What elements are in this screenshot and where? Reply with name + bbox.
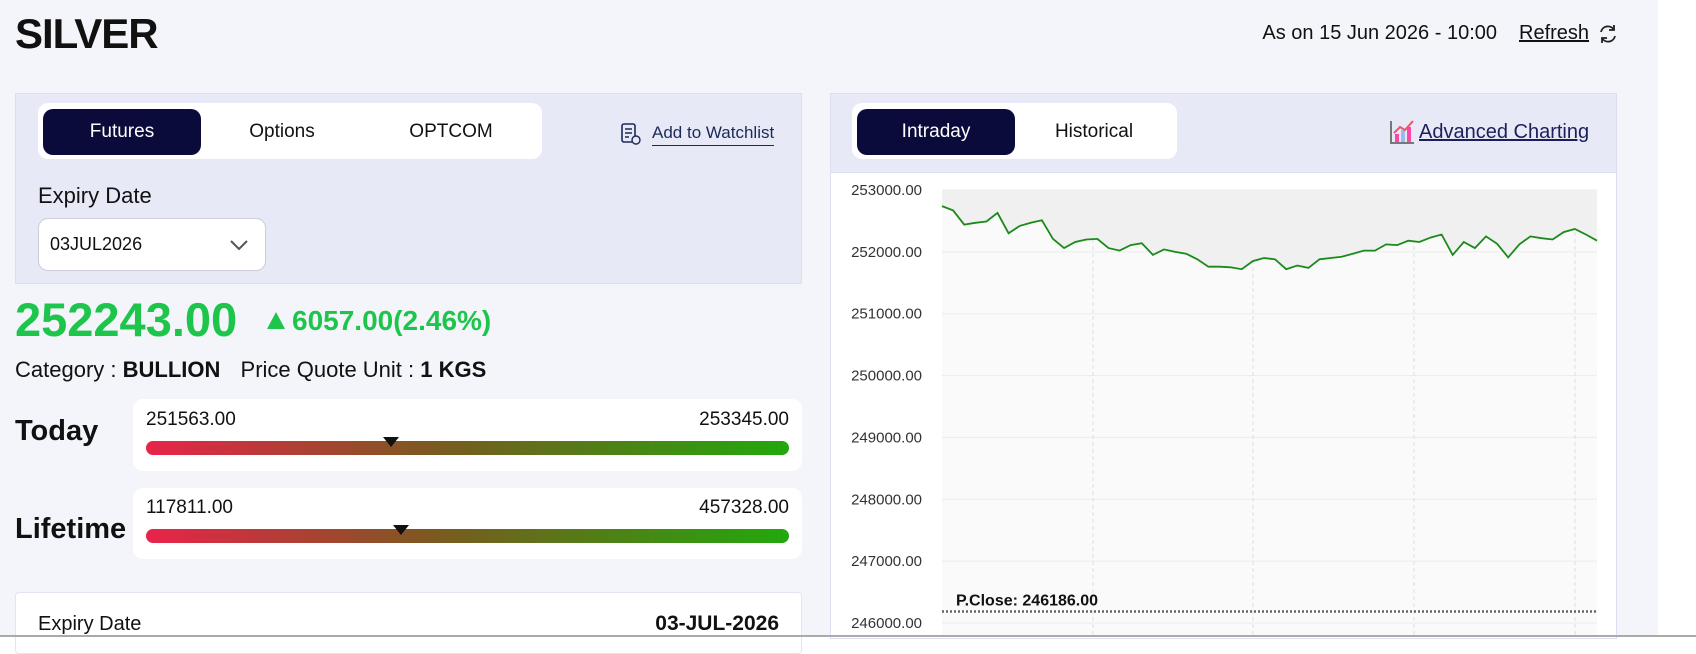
tab[interactable]: Intraday	[857, 109, 1015, 155]
line-shade	[942, 190, 1597, 270]
expiry-select[interactable]: 03JUL2026	[38, 218, 266, 271]
y-tick-label: 247000.00	[851, 553, 922, 570]
advanced-icon[interactable]	[1388, 118, 1416, 146]
category-row: Category : BULLION Price Quote Unit : 1 …	[15, 357, 486, 383]
category: BULLION	[122, 357, 221, 382]
tab[interactable]: Futures	[43, 109, 201, 155]
range-marker	[392, 525, 409, 535]
expiry-value: 03JUL2026	[50, 234, 143, 254]
price-line	[941, 205, 1598, 271]
y-tick-label: 249000.00	[851, 429, 922, 446]
range-marker	[383, 437, 400, 447]
category-label: Category :	[15, 357, 117, 382]
bottom-border	[0, 635, 1696, 637]
contract-tabs: Futures Options OPTCOM	[38, 103, 542, 159]
up-arrow	[267, 312, 285, 329]
price-change: 6057.00(2.46%)	[292, 305, 492, 336]
price: 252243.00	[15, 293, 238, 346]
advanced-link[interactable]: Advanced Charting	[1419, 121, 1590, 143]
refresh-icon[interactable]	[1597, 23, 1619, 45]
detail-label: Expiry Date	[38, 613, 142, 635]
details-card: Expiry Date 03-JUL-2026	[15, 592, 802, 654]
range-high: 253345.00	[699, 409, 789, 430]
watchlist-link[interactable]: Add to Watchlist	[652, 123, 775, 146]
range-card: 251563.00 253345.00	[133, 399, 802, 471]
range-label: Today	[15, 415, 99, 447]
unit-label: Price Quote Unit :	[240, 357, 415, 382]
timestamp: As on 15 Jun 2026 - 10:00	[1262, 22, 1497, 44]
y-tick-label: 250000.00	[851, 368, 922, 385]
y-tick-label: 246000.00	[851, 615, 922, 632]
reference-label: P.Close: 246186.00	[956, 592, 1098, 609]
tab[interactable]: Historical	[1054, 121, 1134, 142]
y-tick-label: 248000.00	[851, 491, 922, 508]
title: SILVER	[15, 10, 159, 57]
range-label: Lifetime	[15, 513, 127, 545]
range-low: 251563.00	[146, 409, 236, 430]
refresh-link[interactable]: Refresh	[1519, 22, 1590, 44]
range-bar	[146, 441, 789, 455]
intraday-chart: 253000.00 252000.00 251000.00 250000.00 2490…	[851, 182, 1598, 637]
detail-value: 03-JUL-2026	[655, 612, 779, 635]
watchlist-icon[interactable]	[620, 122, 642, 146]
range-bar	[146, 529, 789, 543]
unit: 1 KGS	[420, 357, 487, 382]
range-high: 457328.00	[699, 497, 789, 518]
range-card: 117811.00 457328.00	[133, 488, 802, 559]
y-tick-label: 251000.00	[851, 306, 922, 323]
range-low: 117811.00	[146, 497, 233, 518]
plot-area	[942, 190, 1597, 637]
chart-tabs: Intraday Historical	[852, 103, 1177, 159]
tab[interactable]: Options	[249, 121, 315, 142]
expiry-label: Expiry Date	[38, 183, 152, 208]
tab[interactable]: OPTCOM	[409, 121, 493, 142]
chevron	[230, 240, 248, 251]
y-tick-label: 253000.00	[851, 182, 922, 199]
y-tick-label: 252000.00	[851, 244, 922, 261]
